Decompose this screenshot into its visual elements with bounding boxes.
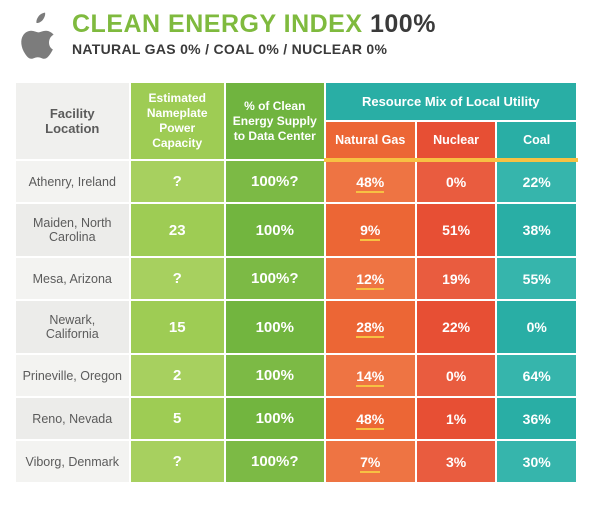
cell-coal: 30% — [496, 440, 577, 483]
cell-location: Maiden, North Carolina — [15, 203, 130, 257]
title-block: CLEAN ENERGY INDEX 100% NATURAL GAS 0% /… — [72, 10, 436, 57]
table-row: Mesa, Arizona?100%?12%19%55% — [15, 257, 577, 300]
cell-gas: 28% — [325, 300, 416, 354]
cell-nuclear: 51% — [416, 203, 497, 257]
col-header-mix-group: Resource Mix of Local Utility — [325, 82, 577, 121]
cell-nuclear: 19% — [416, 257, 497, 300]
cell-nuclear: 3% — [416, 440, 497, 483]
cell-supply: 100%? — [225, 160, 325, 203]
table-row: Viborg, Denmark?100%?7%3%30% — [15, 440, 577, 483]
cell-supply: 100% — [225, 203, 325, 257]
table-row: Athenry, Ireland?100%?48%0%22% — [15, 160, 577, 203]
cell-supply: 100% — [225, 397, 325, 440]
cell-supply: 100% — [225, 300, 325, 354]
col-header-nuclear: Nuclear — [416, 121, 497, 160]
cell-capacity: 2 — [130, 354, 225, 397]
cell-coal: 38% — [496, 203, 577, 257]
cell-gas: 12% — [325, 257, 416, 300]
cell-capacity: 15 — [130, 300, 225, 354]
title-subline: NATURAL GAS 0% / COAL 0% / NUCLEAR 0% — [72, 41, 436, 57]
cell-gas: 14% — [325, 354, 416, 397]
cell-capacity: 23 — [130, 203, 225, 257]
cell-capacity: ? — [130, 440, 225, 483]
col-header-location: Facility Location — [15, 82, 130, 160]
cell-capacity: ? — [130, 160, 225, 203]
cell-supply: 100% — [225, 354, 325, 397]
table-row: Reno, Nevada5100%48%1%36% — [15, 397, 577, 440]
cell-coal: 55% — [496, 257, 577, 300]
cell-capacity: ? — [130, 257, 225, 300]
cell-nuclear: 1% — [416, 397, 497, 440]
cell-location: Prineville, Oregon — [15, 354, 130, 397]
title-main: CLEAN ENERGY INDEX — [72, 10, 363, 38]
cell-nuclear: 22% — [416, 300, 497, 354]
cell-location: Mesa, Arizona — [15, 257, 130, 300]
cell-capacity: 5 — [130, 397, 225, 440]
cell-gas: 48% — [325, 397, 416, 440]
cell-nuclear: 0% — [416, 160, 497, 203]
cell-supply: 100%? — [225, 440, 325, 483]
cell-location: Reno, Nevada — [15, 397, 130, 440]
cell-gas: 48% — [325, 160, 416, 203]
col-header-coal: Coal — [496, 121, 577, 160]
cell-gas: 9% — [325, 203, 416, 257]
cell-location: Viborg, Denmark — [15, 440, 130, 483]
title-percent: 100% — [370, 10, 436, 38]
col-header-capacity: Estimated Nameplate Power Capacity — [130, 82, 225, 160]
table-row: Maiden, North Carolina23100%9%51%38% — [15, 203, 577, 257]
cell-gas: 7% — [325, 440, 416, 483]
cell-supply: 100%? — [225, 257, 325, 300]
cell-location: Athenry, Ireland — [15, 160, 130, 203]
header: CLEAN ENERGY INDEX 100% NATURAL GAS 0% /… — [14, 10, 578, 69]
cell-coal: 64% — [496, 354, 577, 397]
cell-coal: 22% — [496, 160, 577, 203]
cell-coal: 0% — [496, 300, 577, 354]
table-row: Prineville, Oregon2100%14%0%64% — [15, 354, 577, 397]
col-header-supply: % of Clean Energy Supply to Data Center — [225, 82, 325, 160]
apple-logo-icon — [14, 10, 58, 69]
cell-coal: 36% — [496, 397, 577, 440]
cell-location: Newark, California — [15, 300, 130, 354]
cell-nuclear: 0% — [416, 354, 497, 397]
energy-table: Facility Location Estimated Nameplate Po… — [14, 81, 578, 484]
title-line1: CLEAN ENERGY INDEX 100% — [72, 10, 436, 39]
col-header-gas: Natural Gas — [325, 121, 416, 160]
table-row: Newark, California15100%28%22%0% — [15, 300, 577, 354]
